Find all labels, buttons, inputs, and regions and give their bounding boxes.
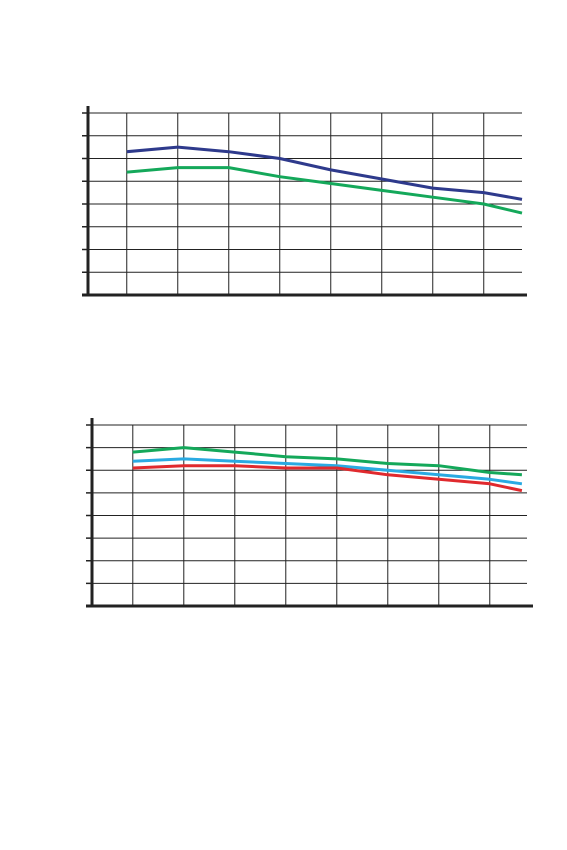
data-line xyxy=(126,145,523,201)
chart xyxy=(86,418,533,608)
data-line xyxy=(126,166,523,215)
data-line xyxy=(132,464,523,493)
data-line xyxy=(132,457,523,486)
chart xyxy=(82,106,527,297)
data-line xyxy=(132,446,523,477)
